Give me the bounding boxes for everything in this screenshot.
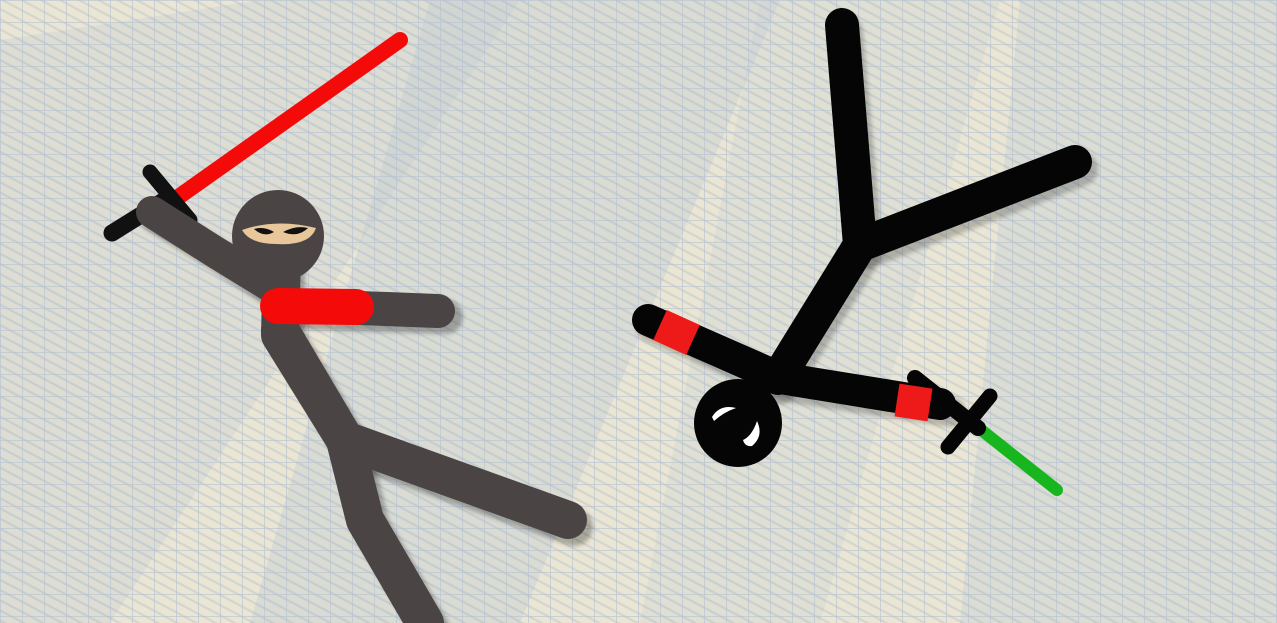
- gray-ninja-eye-left: [254, 228, 274, 235]
- gray-ninja-character: [103, 32, 593, 623]
- red-sword-guard: [142, 164, 198, 228]
- black-stickman-leg-left: [825, 8, 877, 262]
- black-stickman-character: [632, 8, 1098, 496]
- black-stickman-eye-left: [712, 407, 736, 421]
- red-sword-blade: [152, 32, 408, 218]
- gray-ninja-sword-arm: [136, 196, 296, 308]
- black-stickman-red-armband-right: [894, 383, 933, 422]
- green-sword-blade: [969, 419, 1063, 496]
- black-stickman-red-armband-left: [653, 309, 700, 356]
- black-stickman-head: [694, 379, 782, 467]
- gray-ninja-leg-left: [326, 421, 444, 623]
- black-stickman-eye-right: [743, 421, 760, 447]
- green-sword-guard: [940, 388, 998, 455]
- gray-ninja-eye-right: [283, 227, 308, 235]
- gray-ninja-red-wristband: [260, 288, 374, 325]
